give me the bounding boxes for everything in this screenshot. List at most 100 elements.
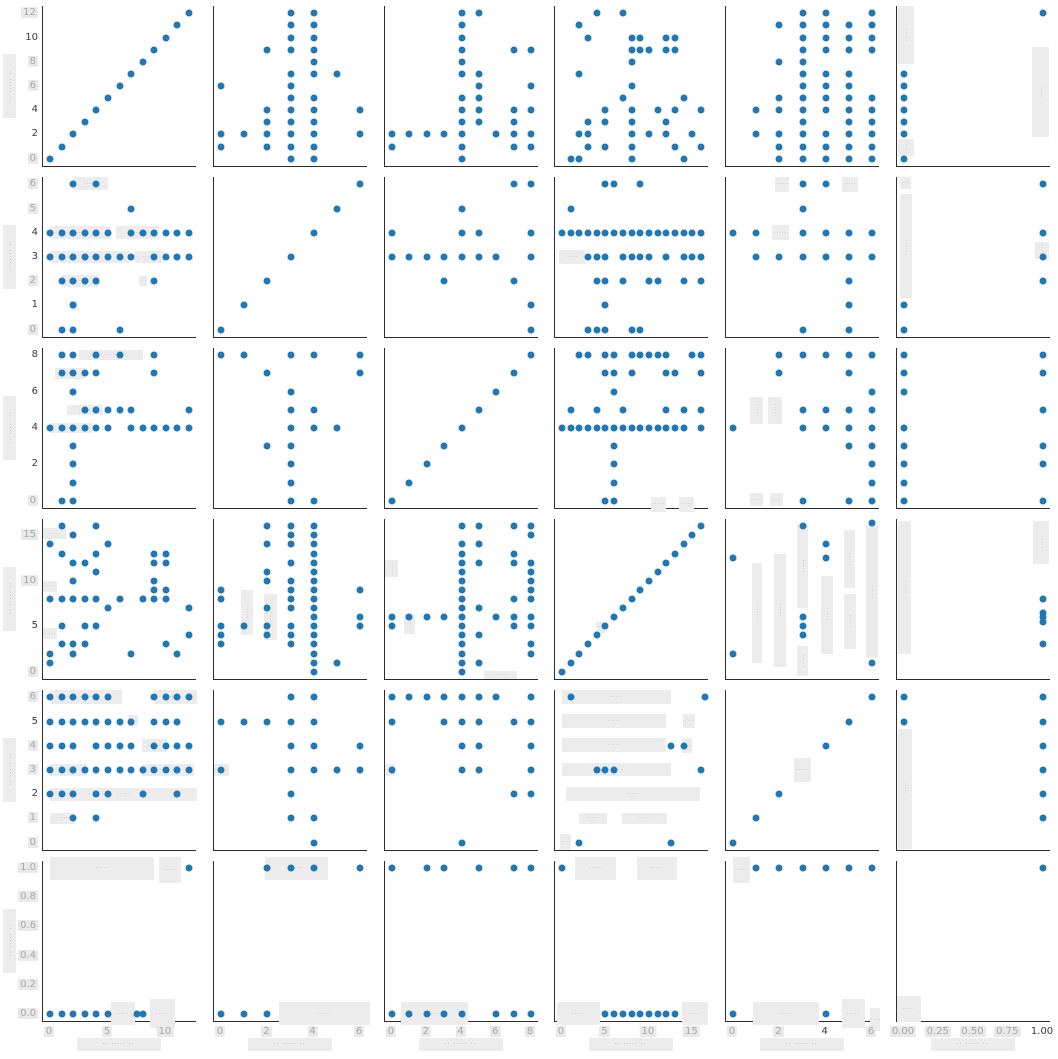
scatter-panel-r4c3: ····· ····· ····· [384,519,538,680]
scatter-panel-r6c4: ····· ····· ····· ····· [554,856,708,1026]
y-tick-label: 6 [31,385,38,397]
scatter-dot [868,118,876,126]
scatter-dot [92,277,100,285]
scatter-dot [240,130,248,138]
redaction-box: ····· [897,728,913,849]
scatter-dot [405,130,413,138]
scatter-dot [680,94,688,102]
redaction-box: ····· [897,520,911,654]
y-tick-label: 0 [27,836,38,848]
scatter-dot [185,604,193,612]
scatter-dot [458,229,465,237]
scatter-dot [628,143,635,151]
scatter-dot [287,718,294,725]
y-tick-label: 3 [27,764,38,775]
scatter-dot [900,351,908,359]
scatter-dot [287,94,294,102]
redaction-box: ····· [1031,47,1049,137]
scatter-dot [1039,351,1047,359]
scatter-dot [287,46,294,54]
scatter-dot [475,631,483,639]
scatter-dot [567,205,575,212]
redaction-box: ····· [595,621,605,633]
scatter-dot [217,143,225,151]
scatter-dot [104,742,112,750]
scatter-dot [458,130,465,138]
scatter-dot [475,864,483,872]
scatter-dot [636,326,644,334]
scatter-dot [475,118,483,126]
scatter-dot [217,766,225,774]
scatter-dot [584,351,592,359]
x-tick-label: 6 [865,1026,877,1037]
scatter-dot [69,277,77,285]
scatter-dot [1039,640,1047,648]
scatter-dot [69,1010,77,1018]
scatter-dot [775,864,783,872]
scatter-dot [558,668,566,676]
x-tick-label: 2 [773,1026,784,1037]
scatter-dot [845,143,853,151]
scatter-panel-r4c5: ····· ····· ····· ····· ····· ····· ····· ····· [725,519,879,680]
x-tick-label: 8 [524,1026,536,1037]
x-tick-label: 0 [726,1026,738,1037]
scatter-dot [697,143,705,151]
scatter-dot [116,253,123,261]
scatter-dot [423,693,431,701]
scatter-dot [510,522,518,530]
scatter-dot [162,253,170,261]
scatter-dot [173,766,181,774]
scatter-dot [139,58,147,66]
scatter-dot [127,424,135,432]
scatter-dot [92,180,100,188]
scatter-dot [610,424,618,432]
scatter-dot [619,424,627,432]
scatter-dot [173,650,181,658]
redaction-box: ····· [750,397,764,425]
scatter-dot [645,351,653,359]
x-tick-label: 2 [261,1026,272,1037]
scatter-dot [287,622,294,630]
scatter-dot [1039,406,1047,414]
scatter-dot [527,46,535,54]
scatter-dot [527,622,535,630]
scatter-dot [127,766,135,774]
scatter-dot [510,130,518,138]
scatter-dot [162,424,170,432]
scatter-dot [388,766,396,774]
scatter-dot [527,650,535,658]
scatter-dot [601,351,609,359]
scatter-dot [104,229,112,237]
scatter-dot [263,864,271,872]
scatter-dot [510,559,518,567]
scatter-dot [510,180,518,188]
x-tick-label: 2 [420,1026,431,1037]
scatter-dot [310,522,318,530]
scatter-dot [628,253,635,261]
scatter-dot [81,559,89,567]
scatter-dot [558,229,566,237]
scatter-dot [69,479,77,487]
scatter-dot [822,864,830,872]
scatter-dot [388,693,396,701]
redaction-box: ····· [149,999,176,1029]
scatter-dot [1039,618,1047,626]
scatter-dot [69,531,77,539]
scatter-dot [458,650,465,658]
scatter-dot [527,531,535,539]
scatter-dot [729,1010,737,1018]
scatter-dot [310,424,318,432]
scatter-dot [492,693,500,701]
scatter-dot [104,540,112,548]
scatter-dot [162,718,170,725]
scatter-dot [584,34,592,41]
scatter-dot [116,326,123,334]
scatter-dot [458,58,465,66]
scatter-dot [799,118,806,126]
redaction-box: ····· [774,553,787,668]
x-tick-label: 5 [599,1026,610,1037]
scatter-dot [310,351,318,359]
scatter-dot [527,1010,535,1018]
scatter-dot [150,369,158,377]
scatter-dot [1039,180,1047,188]
